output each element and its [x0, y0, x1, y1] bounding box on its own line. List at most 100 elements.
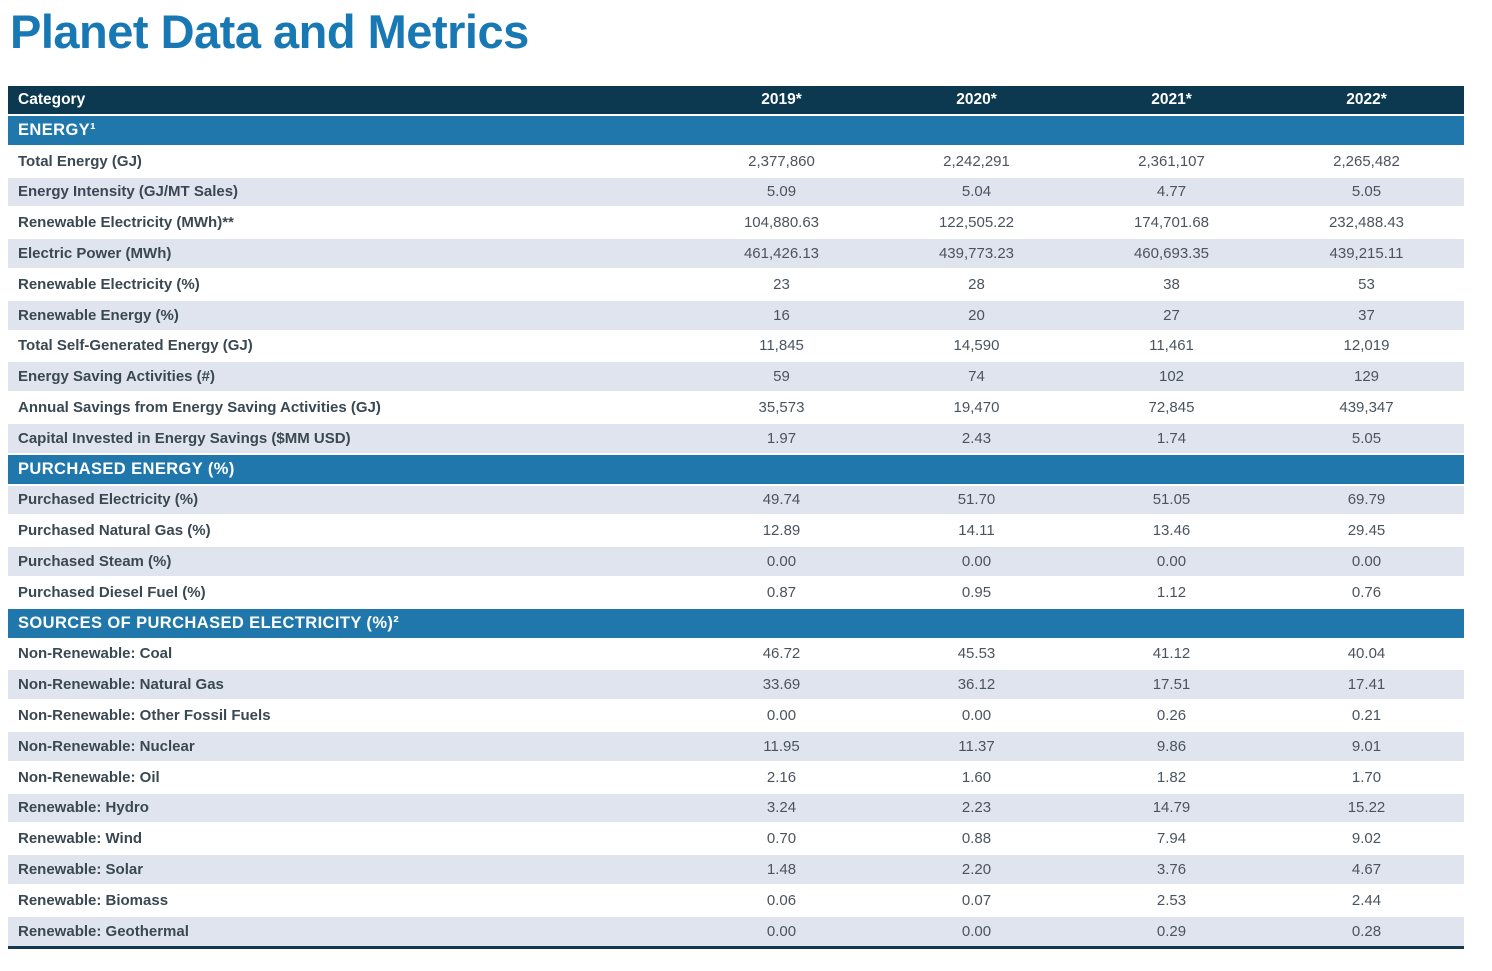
table-row: Purchased Electricity (%) 49.74 51.70 51.05…: [8, 483, 1464, 515]
value-cell: 2.43: [961, 429, 992, 447]
value-cell: 5.05: [1351, 429, 1382, 447]
value-cell: 20: [968, 306, 985, 324]
value-cell: 51.70: [957, 491, 996, 509]
value-cell: 5.09: [766, 183, 797, 201]
table-row: Renewable Electricity (MWh)** 104,880.63 1…: [8, 206, 1464, 238]
category-cell: Renewable: Wind: [18, 830, 143, 848]
category-cell: Electric Power (MWh): [18, 245, 172, 263]
value-cell: 28: [968, 275, 985, 293]
value-cell: 23: [773, 275, 790, 293]
value-cell: 2,377,860: [748, 152, 815, 170]
table-row: Renewable: Hydro 3.24 2.23 14.79 15.22: [8, 791, 1464, 823]
value-cell: 2,242,291: [943, 152, 1010, 170]
value-cell: 53: [1358, 275, 1375, 293]
value-cell: 0.07: [961, 891, 992, 909]
value-cell: 129: [1353, 368, 1380, 386]
value-cell: 3.76: [1156, 861, 1187, 879]
table-body: ENERGY¹ Total Energy (GJ) 2,377,860 2,242,2…: [8, 114, 1464, 946]
category-cell: Energy Intensity (GJ/MT Sales): [18, 183, 239, 201]
value-cell: 174,701.68: [1133, 214, 1210, 232]
value-cell: 17.51: [1152, 676, 1191, 694]
value-cell: 0.00: [766, 553, 797, 571]
table-row: Purchased Steam (%) 0.00 0.00 0.00 0.00: [8, 545, 1464, 576]
value-cell: 12,019: [1343, 337, 1390, 355]
value-cell: 0.00: [961, 707, 992, 725]
value-cell: 2.20: [961, 861, 992, 879]
value-cell: 11.37: [958, 737, 995, 755]
column-header-category: Category: [18, 91, 86, 108]
value-cell: 0.00: [1156, 553, 1187, 571]
value-cell: 1.82: [1156, 768, 1187, 786]
category-cell: Renewable: Geothermal: [18, 922, 189, 940]
table-row: Renewable Energy (%) 16 20 27 37: [8, 298, 1464, 330]
category-cell: Energy Saving Activities (#): [18, 368, 216, 386]
value-cell: 3.24: [766, 799, 797, 817]
value-cell: 0.06: [766, 891, 797, 909]
table-row: Non-Renewable: Nuclear 11.95 11.37 9.86 9.01: [8, 729, 1464, 761]
value-cell: 19,470: [953, 399, 1000, 417]
category-cell: Purchased Steam (%): [18, 553, 172, 571]
value-cell: 439,347: [1339, 399, 1394, 417]
section-header: ENERGY¹: [8, 114, 1464, 145]
category-cell: Non-Renewable: Other Fossil Fuels: [18, 707, 271, 725]
column-header-year: 2022*: [1346, 91, 1387, 108]
category-cell: Non-Renewable: Natural Gas: [18, 676, 224, 694]
category-cell: Total Energy (GJ): [18, 152, 142, 170]
table-row: Renewable: Geothermal 0.00 0.00 0.29 0.28: [8, 914, 1464, 946]
table-row: Renewable: Solar 1.48 2.20 3.76 4.67: [8, 853, 1464, 884]
value-cell: 5.05: [1351, 183, 1382, 201]
category-cell: Capital Invested in Energy Savings ($MM …: [18, 429, 351, 447]
value-cell: 11,845: [759, 337, 804, 355]
value-cell: 1.60: [961, 768, 992, 786]
value-cell: 9.86: [1156, 737, 1187, 755]
value-cell: 51.05: [1152, 491, 1191, 509]
value-cell: 15.22: [1347, 799, 1386, 817]
column-header-year: 2021*: [1151, 91, 1192, 108]
value-cell: 461,426.13: [743, 245, 820, 263]
value-cell: 232,488.43: [1328, 214, 1405, 232]
table-row: Total Self-Generated Energy (GJ) 11,845 14…: [8, 329, 1464, 361]
value-cell: 0.26: [1156, 707, 1187, 725]
value-cell: 1.48: [766, 861, 797, 879]
value-cell: 38: [1163, 275, 1180, 293]
value-cell: 59: [773, 368, 790, 386]
value-cell: 104,880.63: [743, 214, 820, 232]
value-cell: 0.00: [1351, 553, 1382, 571]
table-row: Purchased Diesel Fuel (%) 0.87 0.95 1.12 0.7…: [8, 575, 1464, 607]
value-cell: 69.79: [1347, 491, 1386, 509]
value-cell: 2.44: [1351, 891, 1382, 909]
value-cell: 27: [1163, 306, 1180, 324]
value-cell: 13.46: [1152, 522, 1191, 540]
category-cell: Non-Renewable: Coal: [18, 645, 173, 663]
value-cell: 11,461: [1149, 337, 1194, 355]
value-cell: 12.89: [762, 522, 801, 540]
value-cell: 439,215.11: [1329, 245, 1404, 263]
category-cell: Renewable: Hydro: [18, 799, 149, 817]
value-cell: 14.79: [1152, 799, 1191, 817]
value-cell: 49.74: [762, 491, 801, 509]
planet-metrics-table: Category 2019* 2020* 2021* 2022* ENERGY¹ Tota…: [8, 86, 1464, 949]
category-cell: Non-Renewable: Oil: [18, 768, 160, 786]
value-cell: 1.12: [1156, 583, 1187, 601]
category-cell: Renewable Energy (%): [18, 306, 179, 324]
value-cell: 14,590: [953, 337, 1000, 355]
value-cell: 0.21: [1351, 707, 1382, 725]
table-row: Purchased Natural Gas (%) 12.89 14.11 13.46…: [8, 514, 1464, 546]
table-row: Energy Intensity (GJ/MT Sales) 5.09 5.04 4.…: [8, 175, 1464, 207]
value-cell: 0.00: [766, 922, 797, 940]
table-bottom-border: [8, 945, 1464, 949]
value-cell: 9.01: [1351, 737, 1382, 755]
column-header-year: 2020*: [956, 91, 997, 108]
value-cell: 439,773.23: [938, 245, 1015, 263]
value-cell: 7.94: [1156, 830, 1187, 848]
value-cell: 11.95: [763, 737, 800, 755]
value-cell: 0.00: [766, 707, 797, 725]
value-cell: 45.53: [957, 645, 996, 663]
value-cell: 0.28: [1351, 922, 1382, 940]
value-cell: 0.29: [1156, 922, 1187, 940]
value-cell: 16: [773, 306, 790, 324]
value-cell: 14.11: [958, 522, 995, 540]
column-header-year: 2019*: [761, 91, 802, 108]
value-cell: 102: [1158, 368, 1185, 386]
